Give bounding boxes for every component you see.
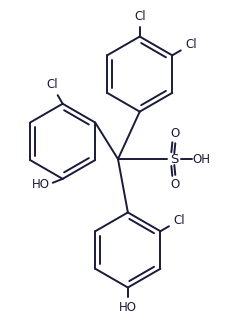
Text: Cl: Cl: [185, 38, 197, 51]
Text: HO: HO: [32, 178, 50, 191]
Text: S: S: [170, 153, 179, 166]
Text: Cl: Cl: [173, 214, 185, 227]
Text: HO: HO: [119, 301, 137, 314]
Text: Cl: Cl: [134, 10, 146, 23]
Text: O: O: [171, 178, 180, 191]
Text: O: O: [171, 127, 180, 140]
Text: OH: OH: [192, 153, 210, 166]
Text: Cl: Cl: [46, 78, 58, 91]
